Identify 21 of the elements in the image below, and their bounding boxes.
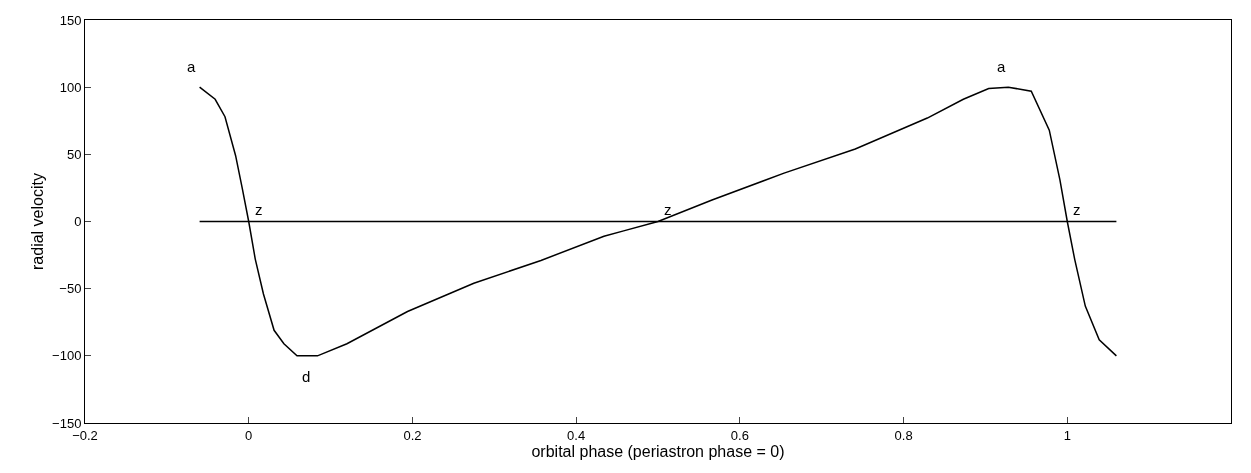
y-tick-label: −50 [59,281,82,297]
line-series [198,86,1118,357]
annotation: a [997,58,1006,75]
y-tick-label: 50 [66,146,82,162]
annotation: z [255,201,263,218]
annotation: a [187,58,196,75]
x-tick-label: 0.2 [403,427,422,443]
x-tick-label: 0.6 [730,427,749,443]
annotation: z [664,201,672,218]
annotation: d [302,368,311,385]
y-tick-label: −100 [52,348,82,364]
x-tick-label: 0.8 [894,427,913,443]
x-tick-label: 0 [245,427,253,443]
y-axis-title: radial velocity [29,173,46,270]
y-tick-label: 0 [74,214,82,230]
annotation: z [1073,201,1081,218]
x-axis-title: orbital phase (periastron phase = 0) [531,443,785,461]
y-tick-label: 150 [59,12,82,28]
y-tick-label: 100 [59,79,82,95]
x-tick-label: 1 [1063,427,1071,443]
x-tick-label: 0.4 [567,427,586,443]
